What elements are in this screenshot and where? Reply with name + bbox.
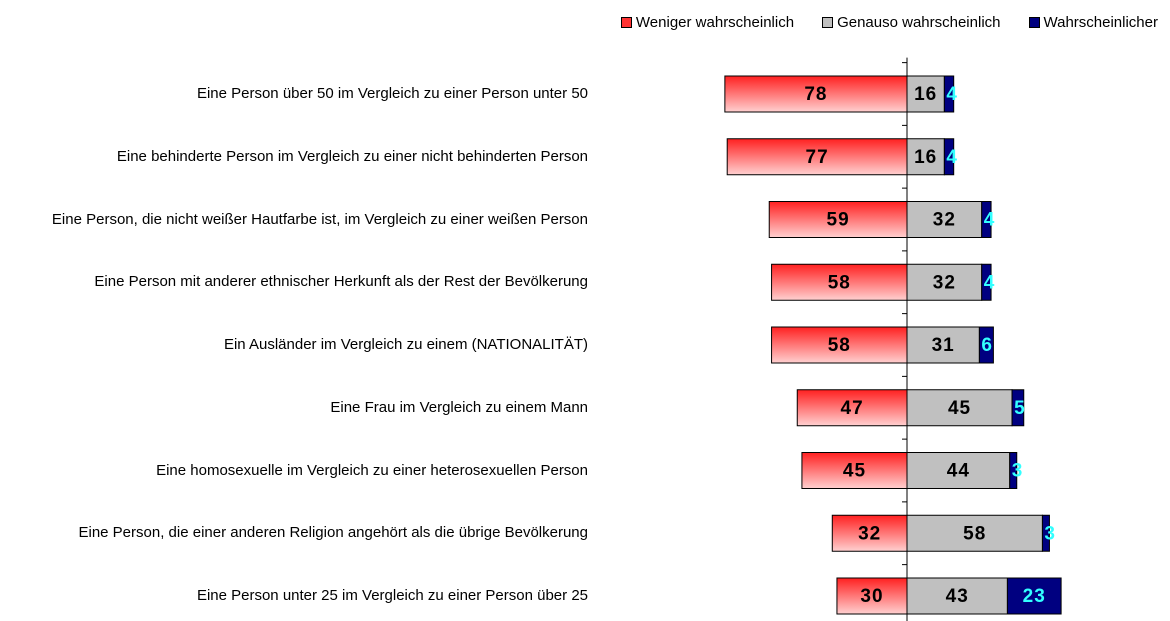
legend-swatch — [620, 17, 632, 28]
value-label: 43 — [946, 586, 969, 607]
category-label: Eine Person, die einer anderen Religion … — [78, 524, 588, 542]
value-label: 31 — [932, 335, 955, 356]
bar — [1006, 577, 1062, 615]
value-label: 4 — [984, 210, 996, 231]
value-label: 32 — [933, 272, 956, 293]
value-label: 78 — [804, 84, 827, 105]
value-label: 45 — [948, 398, 971, 419]
bar — [906, 263, 983, 301]
value-label: 4 — [946, 84, 958, 105]
value-label: 44 — [947, 461, 970, 482]
bar — [1041, 514, 1050, 552]
bar — [831, 514, 908, 552]
legend-label: Wahrscheinlicher — [1043, 14, 1159, 31]
value-label: 23 — [1023, 586, 1046, 607]
bar — [943, 75, 955, 113]
value-label: 16 — [914, 147, 937, 168]
value-label: 4 — [984, 272, 996, 293]
legend-swatch — [822, 17, 834, 28]
bar — [771, 326, 908, 364]
value-label: 5 — [1014, 398, 1026, 419]
bar — [943, 138, 955, 176]
bar — [906, 326, 980, 364]
bar — [724, 75, 908, 113]
category-label: Eine Frau im Vergleich zu einem Mann — [330, 398, 588, 416]
value-label: 77 — [806, 147, 829, 168]
bar — [771, 263, 908, 301]
bar — [906, 577, 1008, 615]
bar — [1011, 389, 1025, 427]
bar — [906, 75, 945, 113]
value-label: 32 — [858, 523, 881, 544]
value-label: 45 — [843, 461, 866, 482]
value-label: 47 — [841, 398, 864, 419]
legend-item: Wahrscheinlicher — [1028, 14, 1159, 31]
value-label: 58 — [963, 523, 986, 544]
value-label: 59 — [827, 210, 850, 231]
value-label: 4 — [946, 147, 958, 168]
category-label: Eine Person unter 25 im Vergleich zu ein… — [196, 587, 588, 604]
category-label: Eine behinderte Person im Vergleich zu e… — [116, 147, 588, 165]
legend-item: Genauso wahrscheinlich — [822, 14, 1001, 31]
bar — [726, 138, 908, 176]
category-label: Eine Person, die nicht weißer Hautfarbe … — [51, 210, 588, 228]
bar — [978, 326, 994, 364]
value-label: 32 — [933, 210, 956, 231]
bar — [906, 138, 945, 176]
category-label: Eine Person über 50 im Vergleich zu eine… — [196, 85, 588, 102]
value-label: 16 — [914, 84, 937, 105]
bar — [981, 201, 992, 238]
value-label: 6 — [981, 335, 993, 356]
value-label: 30 — [860, 586, 883, 607]
category-label: Eine homosexuelle im Vergleich zu einer … — [156, 461, 588, 479]
value-label: 3 — [1012, 461, 1024, 482]
value-label: 58 — [828, 272, 851, 293]
category-label: Eine Person mit anderer ethnischer Herku… — [94, 273, 588, 291]
legend-label: Genauso wahrscheinlich — [837, 14, 1001, 31]
legend-label: Weniger wahrscheinlich — [635, 14, 795, 31]
bar — [981, 263, 992, 301]
value-label: 3 — [1044, 523, 1056, 544]
bar — [836, 577, 908, 615]
category-label: Ein Ausländer im Vergleich zu einem (NAT… — [223, 336, 588, 353]
bar — [906, 514, 1043, 552]
legend-item: Weniger wahrscheinlich — [620, 14, 795, 31]
bar — [906, 389, 1013, 427]
bar — [1009, 452, 1018, 489]
bar — [768, 201, 908, 238]
value-label: 58 — [828, 335, 851, 356]
legend: Weniger wahrscheinlich Genauso wahrschein… — [620, 14, 1159, 31]
legend-swatch — [1028, 17, 1040, 28]
bar — [906, 452, 1011, 489]
